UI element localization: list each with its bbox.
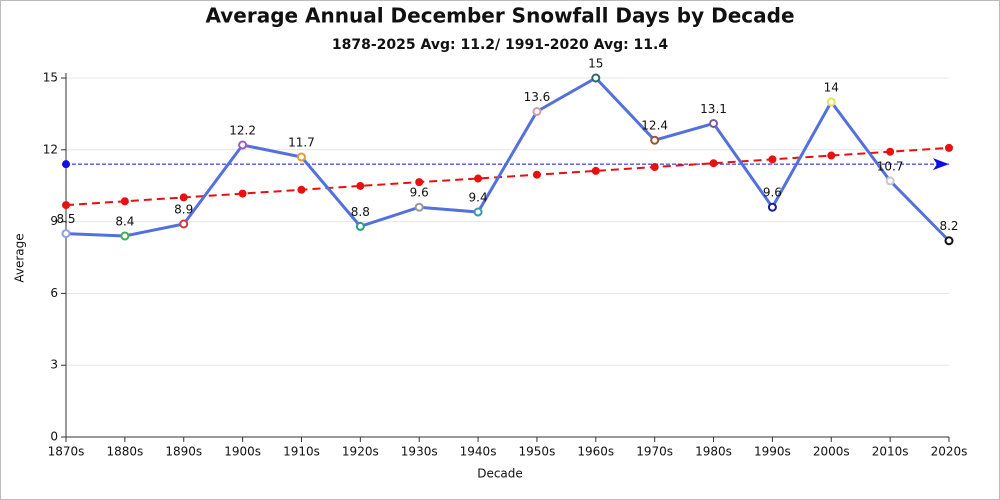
chart-subtitle: 1878-2025 Avg: 11.2/ 1991-2020 Avg: 11.4 [332, 37, 668, 53]
y-tick-label: 15 [43, 71, 58, 85]
trend-point [591, 166, 600, 175]
data-label: 8.2 [939, 219, 958, 233]
trend-point [650, 163, 659, 172]
y-tick-label: 3 [50, 358, 58, 372]
x-tick-label: 1910s [283, 445, 320, 459]
data-label: 8.4 [115, 214, 134, 228]
data-label: 13.6 [524, 90, 551, 104]
data-label: 14 [824, 80, 839, 94]
y-tick-label: 6 [50, 286, 58, 300]
x-tick-label: 1920s [342, 445, 379, 459]
data-label: 12.2 [229, 124, 256, 138]
data-point [532, 107, 542, 117]
x-axis-label: Decade [477, 467, 523, 481]
data-label: 11.7 [288, 135, 315, 149]
x-tick-label: 1880s [106, 445, 143, 459]
reference-start [62, 160, 70, 169]
trend-point [709, 159, 718, 168]
data-point [414, 202, 424, 212]
y-tick-label: 12 [43, 142, 58, 156]
trend-point [120, 197, 129, 206]
data-point [120, 231, 130, 241]
series-line [65, 76, 951, 242]
data-label: 13.1 [700, 102, 727, 116]
data-point [238, 140, 248, 150]
trend-point [297, 185, 306, 194]
trend-point [768, 155, 777, 164]
data-label: 10.7 [877, 159, 904, 173]
data-label: 8.5 [56, 212, 75, 226]
trend-point [474, 174, 483, 183]
data-label: 12.4 [641, 119, 668, 133]
data-point [296, 152, 306, 162]
chart-title: Average Annual December Snowfall Days by… [205, 4, 794, 28]
y-tick-label: 9 [50, 214, 58, 228]
x-tick-label: 1890s [165, 445, 202, 459]
x-tick-label: 2010s [872, 445, 909, 459]
data-label: 8.8 [351, 205, 370, 219]
data-point [591, 73, 601, 83]
trend-point [827, 151, 836, 160]
trend-point [238, 189, 247, 198]
trend-point [886, 147, 895, 156]
x-tick-label: 1960s [577, 445, 614, 459]
x-tick-label: 1990s [754, 445, 791, 459]
trend-point [356, 181, 365, 190]
data-point [767, 202, 777, 212]
data-point [826, 97, 836, 107]
trend-point [62, 201, 70, 210]
x-tick-label: 1940s [460, 445, 497, 459]
data-label: 15 [588, 57, 603, 71]
trend-point [415, 178, 424, 187]
x-tick-label: 1900s [224, 445, 261, 459]
x-tick-label: 2020s [931, 445, 968, 459]
data-point [885, 176, 895, 186]
data-label: 8.9 [174, 202, 193, 216]
trend-point [945, 143, 953, 152]
y-tick-label: 0 [50, 430, 58, 444]
data-label: 9.6 [410, 186, 429, 200]
x-tick-label: 1950s [519, 445, 556, 459]
trend-point [532, 170, 541, 179]
data-point [473, 207, 483, 217]
data-point [709, 118, 719, 128]
x-tick-label: 1980s [695, 445, 732, 459]
y-axis-label: Average [13, 233, 27, 282]
data-point [944, 236, 954, 246]
series-line [65, 146, 950, 207]
data-point [650, 135, 660, 145]
x-tick-label: 2000s [813, 445, 850, 459]
data-point [179, 219, 189, 229]
data-label: 9.6 [763, 186, 782, 200]
data-label: 9.4 [469, 191, 488, 205]
data-point [61, 229, 71, 239]
trend-point [179, 193, 188, 202]
x-tick-label: 1930s [401, 445, 438, 459]
x-tick-label: 1870s [48, 445, 85, 459]
x-tick-label: 1970s [636, 445, 673, 459]
data-point [355, 221, 365, 231]
reference-arrow [933, 158, 949, 171]
